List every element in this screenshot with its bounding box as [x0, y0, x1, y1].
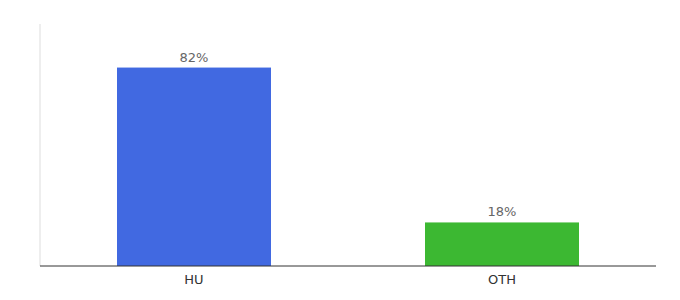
x-tick-label: OTH	[488, 272, 516, 287]
x-tick-label: HU	[184, 272, 203, 287]
chart: HU OTH 82% 18%	[0, 0, 680, 300]
bar	[425, 222, 579, 266]
value-range-line	[40, 24, 41, 266]
bar	[117, 68, 271, 266]
data-label: 82%	[180, 50, 209, 65]
x-axis-line	[40, 266, 656, 267]
bars	[117, 68, 579, 266]
chart-container: HU OTH 82% 18%	[0, 0, 680, 300]
data-label: 18%	[488, 204, 517, 219]
